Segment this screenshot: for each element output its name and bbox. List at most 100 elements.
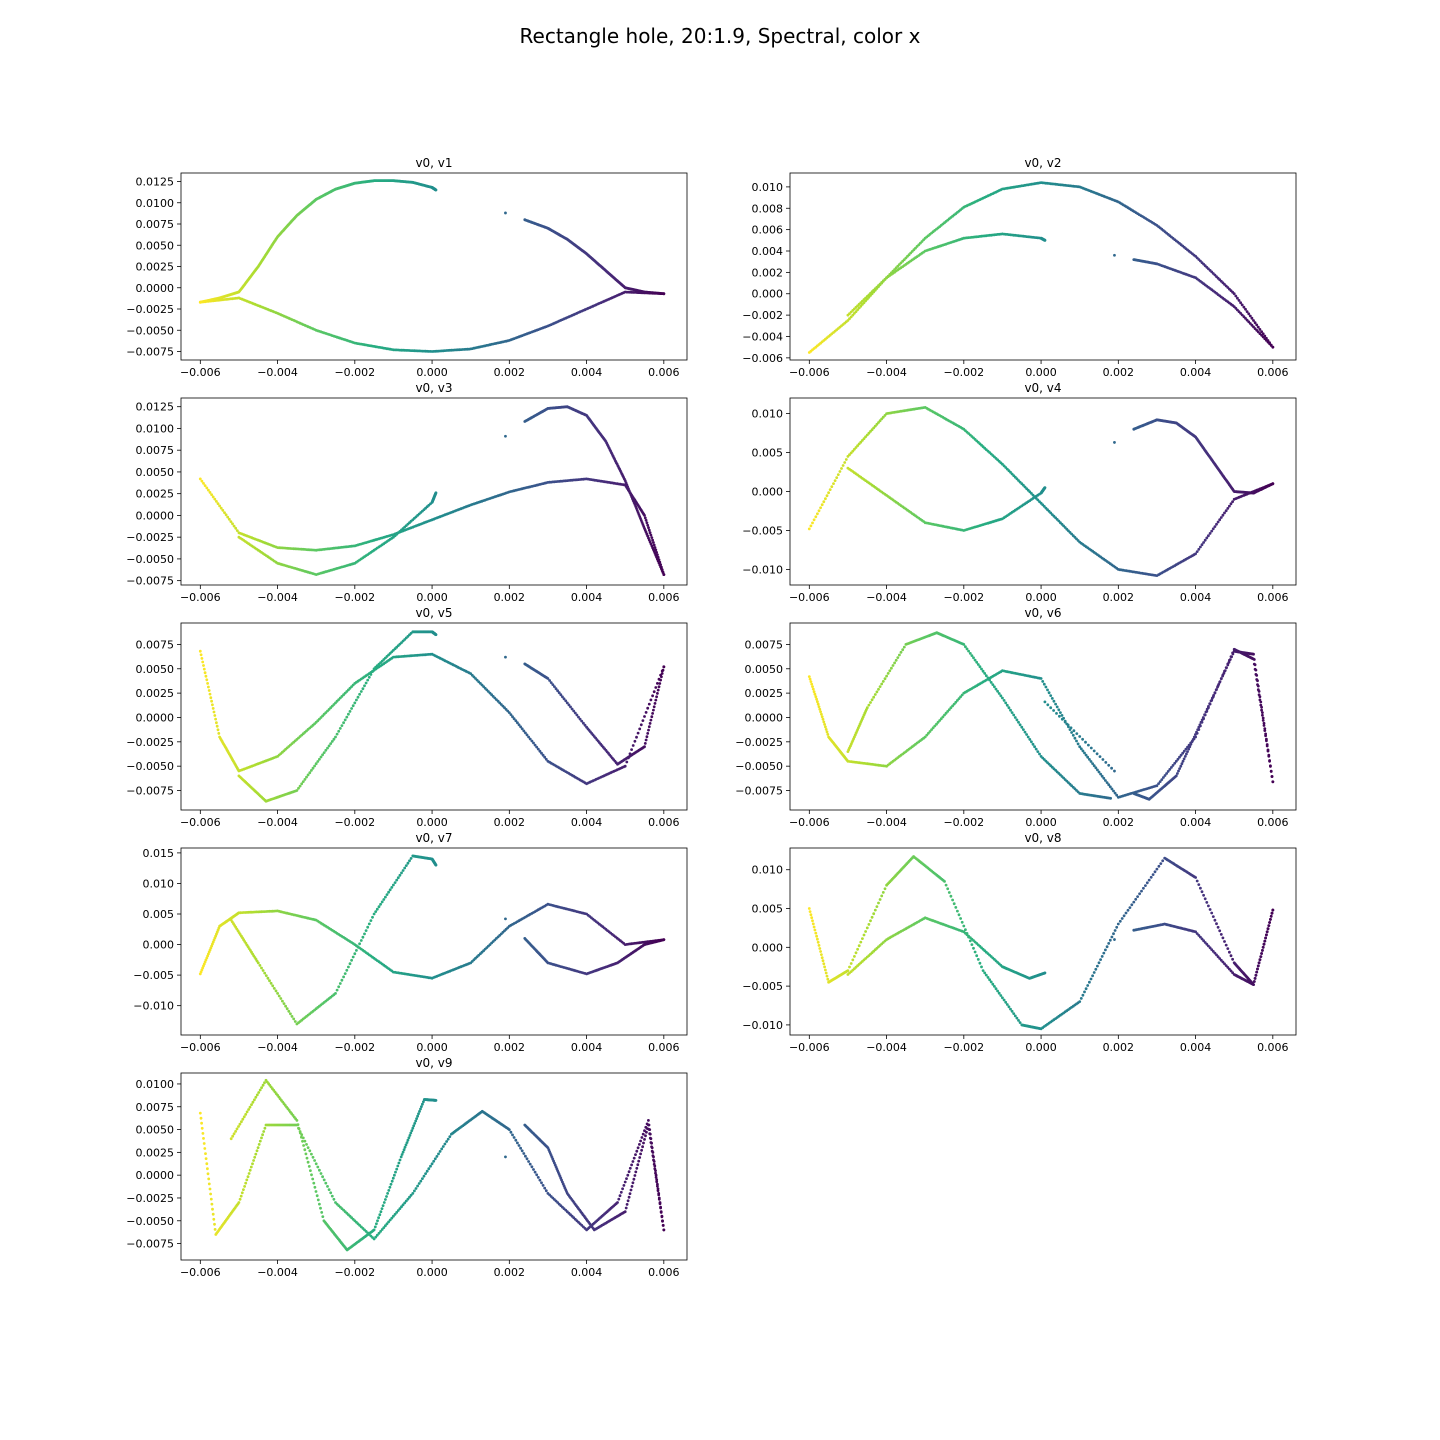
x-tick-label: 0.000 xyxy=(1025,591,1057,604)
data-point xyxy=(1136,895,1139,898)
data-point xyxy=(816,937,819,941)
data-point xyxy=(1107,783,1111,787)
data-point xyxy=(1001,462,1004,466)
data-point xyxy=(1099,958,1102,961)
data-point xyxy=(643,745,646,749)
data-point xyxy=(1179,753,1183,757)
subplot-1: v0, v1−0.006 −0.004 −0.002 0.000 0.002 0.004 0… xyxy=(126,156,688,379)
data-point xyxy=(1232,292,1236,296)
data-point xyxy=(1107,942,1111,945)
data-point xyxy=(1010,1009,1014,1013)
data-point xyxy=(206,682,210,685)
data-point xyxy=(347,965,350,969)
data-point xyxy=(849,451,853,455)
data-point xyxy=(1115,793,1119,797)
data-point xyxy=(218,504,222,508)
x-tick-label: 0.006 xyxy=(1257,816,1289,829)
data-point xyxy=(264,974,268,977)
data-point xyxy=(968,652,972,655)
data-point xyxy=(625,760,629,764)
y-tick-label: −0.0050 xyxy=(126,553,174,566)
data-point xyxy=(1054,702,1057,706)
data-point xyxy=(820,503,824,507)
data-point xyxy=(822,720,826,724)
data-point xyxy=(1168,768,1172,771)
series-right-segment xyxy=(1132,649,1275,801)
data-point xyxy=(656,688,660,692)
data-point xyxy=(820,953,823,956)
data-point xyxy=(1026,735,1030,739)
data-point xyxy=(1001,996,1004,1000)
data-point xyxy=(997,991,1001,995)
data-point xyxy=(204,674,208,678)
data-point xyxy=(881,415,885,419)
scatter-points xyxy=(198,179,666,353)
data-point xyxy=(1038,752,1041,756)
data-point xyxy=(832,482,835,485)
data-point xyxy=(1020,725,1024,729)
y-tick-label: −0.005 xyxy=(133,969,174,982)
data-point xyxy=(356,945,360,949)
scatter-points xyxy=(807,406,1275,577)
data-point xyxy=(888,669,892,673)
data-point xyxy=(1115,925,1119,929)
data-point xyxy=(224,513,228,517)
data-point xyxy=(504,211,507,215)
data-point xyxy=(923,735,927,739)
subplot-title: v0, v7 xyxy=(415,831,452,845)
data-point xyxy=(826,977,830,981)
data-point xyxy=(535,745,539,749)
data-point xyxy=(1259,700,1263,704)
data-point xyxy=(870,698,874,702)
data-point xyxy=(952,702,956,706)
data-point xyxy=(345,968,349,972)
data-point xyxy=(1254,668,1258,672)
data-point xyxy=(281,999,284,1003)
axes-frame xyxy=(789,172,1297,361)
data-point xyxy=(1176,772,1179,775)
data-point xyxy=(1113,929,1117,932)
data-point xyxy=(848,453,851,457)
data-point xyxy=(656,682,659,685)
data-point xyxy=(334,735,337,739)
data-point xyxy=(647,528,651,532)
data-point xyxy=(1138,892,1141,896)
data-point xyxy=(843,461,847,464)
data-point xyxy=(991,683,995,686)
data-point xyxy=(258,964,262,967)
data-point xyxy=(976,663,980,666)
x-tick-label: −0.004 xyxy=(866,816,907,829)
data-point xyxy=(1264,732,1267,736)
data-point xyxy=(268,979,271,983)
data-point xyxy=(655,695,658,699)
data-point xyxy=(853,955,856,958)
data-point xyxy=(1221,674,1224,678)
y-tick-label: 0.006 xyxy=(752,224,784,237)
data-point xyxy=(369,673,373,676)
scatter-points xyxy=(807,181,1275,354)
data-point xyxy=(1244,307,1247,311)
data-point xyxy=(811,687,815,691)
data-point xyxy=(1231,500,1234,503)
data-point xyxy=(865,706,869,710)
data-point xyxy=(996,689,999,693)
data-point xyxy=(649,533,653,537)
data-point xyxy=(925,733,929,737)
data-point xyxy=(975,660,979,664)
data-point xyxy=(1185,752,1188,756)
data-point xyxy=(825,730,829,734)
data-point xyxy=(1055,705,1059,709)
data-point xyxy=(1219,516,1223,519)
data-point xyxy=(1263,727,1267,730)
data-point xyxy=(540,751,543,755)
y-tick-label: 0.010 xyxy=(752,181,784,194)
data-point xyxy=(1105,781,1109,784)
data-point xyxy=(1240,303,1244,307)
data-point xyxy=(1091,762,1094,765)
data-point xyxy=(936,720,940,724)
data-point xyxy=(290,1015,294,1018)
data-point xyxy=(504,917,507,921)
data-point xyxy=(1018,1021,1022,1024)
axes-frame xyxy=(789,622,1297,811)
data-point xyxy=(1046,688,1049,692)
